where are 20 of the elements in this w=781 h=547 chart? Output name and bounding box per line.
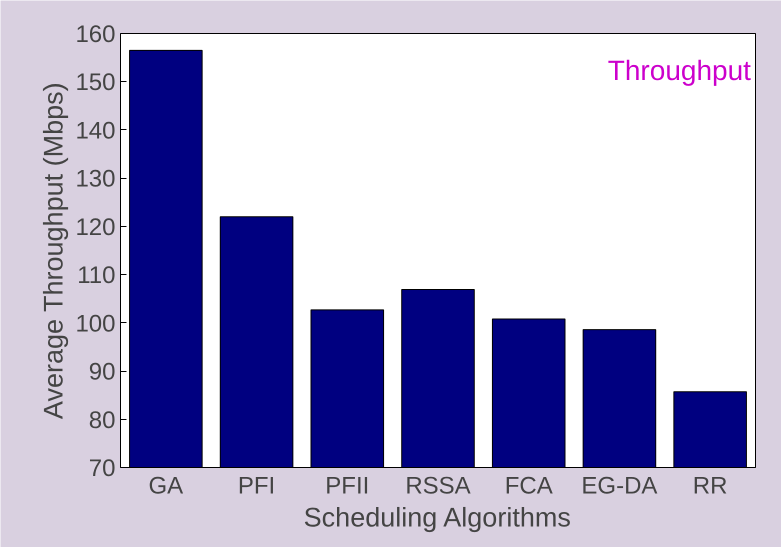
y-tick-label: 70 (88, 455, 116, 482)
y-tick-label: 160 (75, 21, 116, 48)
x-tick-label: RR (692, 472, 728, 500)
x-axis-title: Scheduling Algorithms (304, 502, 571, 532)
y-tick-label: 140 (75, 117, 116, 144)
x-tick-label: RSSA (405, 472, 471, 500)
y-axis-title: Average Throughput (Mbps) (38, 82, 68, 420)
x-tick-label: PFI (238, 472, 276, 500)
y-tick-label: 80 (88, 406, 116, 434)
y-tick-label: 90 (88, 358, 116, 386)
y-tick-label: 110 (77, 262, 116, 290)
y-tick-label: 150 (75, 69, 116, 96)
x-tick-label: GA (148, 472, 184, 500)
x-tick-label: FCA (504, 472, 553, 500)
y-tick-label: 130 (75, 166, 116, 193)
y-tick-label: 120 (75, 214, 116, 241)
annotation: Throughput (608, 55, 752, 86)
x-tick-label: EG-DA (581, 472, 658, 500)
y-tick-label: 100 (75, 310, 116, 338)
x-tick-label: PFII (325, 472, 370, 500)
